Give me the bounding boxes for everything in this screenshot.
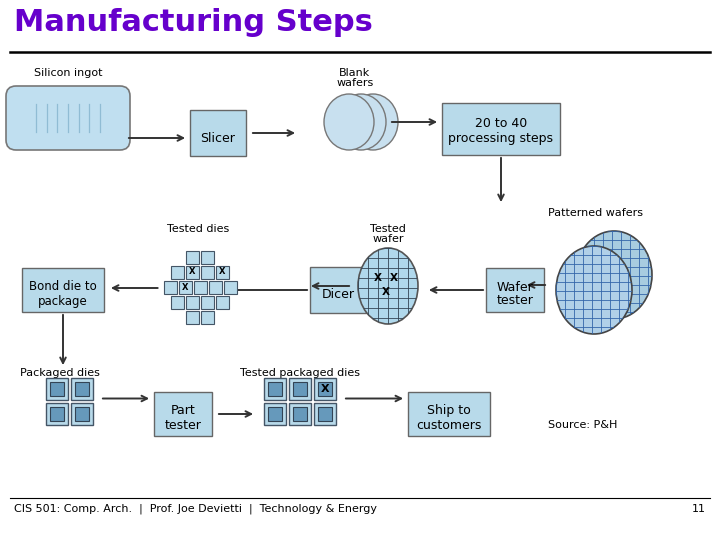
FancyBboxPatch shape <box>71 403 93 425</box>
FancyBboxPatch shape <box>264 378 286 400</box>
Text: wafers: wafers <box>336 78 374 88</box>
Text: Manufacturing Steps: Manufacturing Steps <box>14 8 373 37</box>
FancyBboxPatch shape <box>75 382 89 396</box>
Text: CIS 501: Comp. Arch.  |  Prof. Joe Devietti  |  Technology & Energy: CIS 501: Comp. Arch. | Prof. Joe Deviett… <box>14 504 377 515</box>
FancyBboxPatch shape <box>310 267 366 313</box>
Text: X: X <box>181 282 188 292</box>
FancyBboxPatch shape <box>71 378 93 400</box>
Text: Patterned wafers: Patterned wafers <box>547 208 642 218</box>
Text: Tested dies: Tested dies <box>167 224 229 234</box>
Text: processing steps: processing steps <box>449 132 554 145</box>
FancyBboxPatch shape <box>442 103 560 155</box>
FancyBboxPatch shape <box>186 310 199 323</box>
FancyBboxPatch shape <box>408 392 490 436</box>
Text: Dicer: Dicer <box>322 288 354 301</box>
FancyBboxPatch shape <box>318 407 332 421</box>
FancyBboxPatch shape <box>209 280 222 294</box>
Text: X: X <box>374 273 382 283</box>
FancyBboxPatch shape <box>314 403 336 425</box>
FancyBboxPatch shape <box>171 295 184 308</box>
FancyBboxPatch shape <box>268 382 282 396</box>
Text: Ship to: Ship to <box>427 404 471 417</box>
FancyBboxPatch shape <box>50 407 64 421</box>
FancyBboxPatch shape <box>264 403 286 425</box>
FancyBboxPatch shape <box>201 266 214 279</box>
Text: tester: tester <box>165 419 202 432</box>
FancyBboxPatch shape <box>314 378 336 400</box>
Text: 11: 11 <box>692 504 706 514</box>
FancyBboxPatch shape <box>216 266 229 279</box>
Text: customers: customers <box>416 419 482 432</box>
Text: Part: Part <box>171 404 195 417</box>
FancyBboxPatch shape <box>154 392 212 436</box>
Text: Tested packaged dies: Tested packaged dies <box>240 368 360 378</box>
FancyBboxPatch shape <box>171 266 184 279</box>
FancyBboxPatch shape <box>216 295 229 308</box>
Ellipse shape <box>358 248 418 324</box>
FancyBboxPatch shape <box>318 382 332 396</box>
FancyBboxPatch shape <box>6 86 130 150</box>
FancyBboxPatch shape <box>22 268 104 312</box>
Text: 20 to 40: 20 to 40 <box>475 117 527 130</box>
FancyBboxPatch shape <box>186 251 199 264</box>
FancyBboxPatch shape <box>163 280 176 294</box>
FancyBboxPatch shape <box>190 110 246 156</box>
Text: X: X <box>382 287 390 297</box>
FancyBboxPatch shape <box>186 295 199 308</box>
Ellipse shape <box>324 94 374 150</box>
FancyBboxPatch shape <box>201 310 214 323</box>
FancyBboxPatch shape <box>46 403 68 425</box>
Ellipse shape <box>576 231 652 319</box>
FancyBboxPatch shape <box>293 382 307 396</box>
Text: wafer: wafer <box>372 234 404 244</box>
Text: Packaged dies: Packaged dies <box>20 368 100 378</box>
Text: Slicer: Slicer <box>201 132 235 145</box>
Text: Wafer: Wafer <box>497 281 534 294</box>
FancyBboxPatch shape <box>486 268 544 312</box>
Text: Source: P&H: Source: P&H <box>548 420 617 430</box>
Text: Blank: Blank <box>339 68 371 78</box>
Ellipse shape <box>348 94 398 150</box>
Text: package: package <box>38 295 88 308</box>
Text: X: X <box>220 267 226 276</box>
FancyBboxPatch shape <box>75 407 89 421</box>
Text: X: X <box>320 384 329 394</box>
FancyBboxPatch shape <box>289 403 311 425</box>
Text: Tested: Tested <box>370 224 406 234</box>
FancyBboxPatch shape <box>186 266 199 279</box>
FancyBboxPatch shape <box>194 280 207 294</box>
FancyBboxPatch shape <box>223 280 236 294</box>
FancyBboxPatch shape <box>179 280 192 294</box>
Text: Silicon ingot: Silicon ingot <box>34 68 102 78</box>
FancyBboxPatch shape <box>50 382 64 396</box>
Text: Bond die to: Bond die to <box>29 280 97 293</box>
FancyBboxPatch shape <box>289 378 311 400</box>
Ellipse shape <box>556 246 632 334</box>
FancyBboxPatch shape <box>201 295 214 308</box>
FancyBboxPatch shape <box>293 407 307 421</box>
Text: X: X <box>390 273 398 283</box>
Text: tester: tester <box>497 294 534 307</box>
FancyBboxPatch shape <box>268 407 282 421</box>
FancyBboxPatch shape <box>46 378 68 400</box>
FancyBboxPatch shape <box>201 251 214 264</box>
Text: X: X <box>189 267 196 276</box>
Ellipse shape <box>336 94 386 150</box>
